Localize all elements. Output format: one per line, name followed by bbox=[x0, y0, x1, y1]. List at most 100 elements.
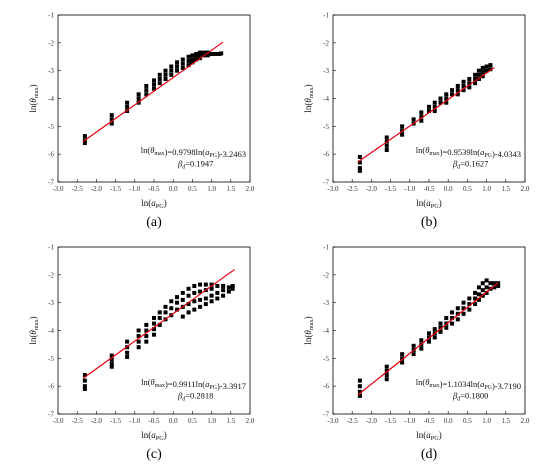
chart-panel-c: -3.0 -2.5 -2.0 -1.5 -1.0 -0.5 0.0 0.5 1.0 1.5 2.0 -… bbox=[0, 232, 275, 465]
data-point bbox=[192, 299, 197, 304]
x-tick-label: -2.5 bbox=[347, 185, 359, 193]
beta-value: βd=0.1947 bbox=[177, 159, 213, 171]
x-tick-label: 0.0 bbox=[169, 417, 178, 425]
data-point bbox=[480, 65, 485, 70]
data-point bbox=[209, 299, 214, 304]
data-point bbox=[190, 60, 195, 65]
data-point bbox=[400, 352, 405, 357]
data-point bbox=[357, 378, 362, 383]
data-point bbox=[444, 315, 449, 320]
data-point bbox=[209, 293, 214, 298]
x-tick-label: -3.0 bbox=[52, 417, 64, 425]
data-point bbox=[125, 350, 130, 355]
x-tick-label: -1.5 bbox=[385, 185, 397, 193]
y-tick-label: -1 bbox=[323, 12, 329, 20]
data-point bbox=[198, 297, 203, 302]
fit-equation: ln(θmax)=1.1034ln(aPG)-3.7190 bbox=[416, 377, 521, 391]
data-point bbox=[400, 360, 405, 365]
data-point bbox=[205, 53, 210, 58]
data-point bbox=[488, 63, 493, 68]
data-point bbox=[467, 81, 472, 86]
x-tick-label: -1.0 bbox=[404, 417, 416, 425]
data-point bbox=[432, 100, 437, 105]
data-point bbox=[198, 282, 203, 287]
data-point bbox=[427, 109, 431, 114]
data-point bbox=[169, 72, 174, 77]
y-axis-label: ln(θmax) bbox=[28, 316, 40, 344]
data-point bbox=[467, 302, 472, 307]
data-point bbox=[180, 314, 185, 319]
x-tick-label: 1.5 bbox=[226, 417, 235, 425]
data-point bbox=[476, 68, 481, 73]
data-point bbox=[455, 317, 460, 322]
x-tick-label: -2.0 bbox=[91, 185, 103, 193]
data-point bbox=[175, 64, 180, 69]
chart-panel-d: -3.0 -2.5 -2.0 -1.5 -1.0 -0.5 0.0 0.5 1.0 1.5 2.0 -… bbox=[275, 232, 550, 465]
beta-value: βd=0.1800 bbox=[452, 391, 488, 403]
y-tick-label: -1 bbox=[323, 244, 329, 252]
x-tick-label: 0.0 bbox=[444, 185, 453, 193]
data-point bbox=[186, 310, 191, 315]
panel-label: (c) bbox=[146, 447, 162, 462]
chart-svg-d: -3.0 -2.5 -2.0 -1.5 -1.0 -0.5 0.0 0.5 1.0 1.5 2.0 -… bbox=[303, 244, 530, 463]
beta-value: βd=0.1627 bbox=[452, 159, 488, 171]
data-point bbox=[432, 109, 437, 114]
fit-equation: ln(θmax)=0.9798ln(aPG)-3.2463 bbox=[141, 145, 246, 159]
data-point bbox=[419, 118, 424, 123]
panel-label: (b) bbox=[421, 215, 438, 230]
panel-label: (a) bbox=[146, 215, 162, 230]
beta-value: βd=0.2818 bbox=[177, 391, 213, 403]
y-tick-label: -7 bbox=[48, 179, 54, 187]
data-point bbox=[357, 160, 362, 165]
data-point bbox=[455, 92, 460, 97]
data-point bbox=[432, 104, 437, 109]
data-point bbox=[400, 128, 405, 133]
data-point bbox=[82, 373, 87, 378]
x-tick-label: 1.5 bbox=[501, 417, 510, 425]
chart-svg-b: -3.0 -2.5 -2.0 -1.5 -1.0 -0.5 0.0 0.5 1.0 1.5 2.0 -… bbox=[303, 12, 530, 231]
x-tick-label: -0.5 bbox=[148, 417, 160, 425]
data-point bbox=[444, 325, 449, 330]
data-point bbox=[432, 327, 437, 332]
fit-line bbox=[357, 282, 499, 396]
data-point bbox=[82, 141, 87, 146]
data-point bbox=[230, 286, 235, 291]
x-tick-label: -2.5 bbox=[347, 417, 359, 425]
data-point bbox=[175, 300, 180, 305]
x-tick-label: -2.0 bbox=[91, 417, 103, 425]
data-point bbox=[480, 281, 485, 286]
data-point bbox=[450, 88, 455, 93]
y-tick-label: -6 bbox=[323, 383, 329, 391]
data-point bbox=[186, 54, 191, 59]
data-point bbox=[230, 283, 235, 288]
y-tick-label: -5 bbox=[48, 355, 54, 363]
data-point bbox=[109, 117, 114, 122]
data-point bbox=[125, 109, 130, 114]
y-tick-label: -3 bbox=[323, 67, 329, 75]
data-point bbox=[226, 289, 231, 294]
data-point bbox=[427, 104, 431, 109]
panel-label: (d) bbox=[421, 447, 438, 462]
data-point bbox=[157, 77, 162, 82]
data-point bbox=[152, 86, 156, 91]
chart-panel-a: -3.0 -2.5 -2.0 -1.5 -1.0 -0.5 0.0 0.5 1.0 1.5 2.0 -… bbox=[0, 0, 275, 232]
data-point bbox=[186, 58, 191, 63]
data-point bbox=[473, 296, 478, 301]
data-point bbox=[201, 50, 206, 55]
data-point bbox=[175, 68, 180, 73]
data-point bbox=[209, 286, 214, 291]
data-point bbox=[109, 113, 114, 118]
chart-svg-a: -3.0 -2.5 -2.0 -1.5 -1.0 -0.5 0.0 0.5 1.0 1.5 2.0 -… bbox=[28, 12, 255, 231]
y-tick-label: -1 bbox=[48, 12, 54, 20]
data-point bbox=[444, 92, 449, 97]
y-tick-label: -5 bbox=[48, 123, 54, 131]
data-point bbox=[192, 290, 197, 295]
y-tick-label: -5 bbox=[323, 123, 329, 131]
data-point bbox=[357, 166, 362, 171]
data-point bbox=[136, 334, 141, 339]
x-tick-label: 1.0 bbox=[482, 417, 491, 425]
x-tick-label: -3.0 bbox=[327, 185, 339, 193]
data-point bbox=[163, 304, 168, 309]
y-tick-label: -3 bbox=[48, 299, 54, 307]
data-point bbox=[221, 293, 226, 298]
